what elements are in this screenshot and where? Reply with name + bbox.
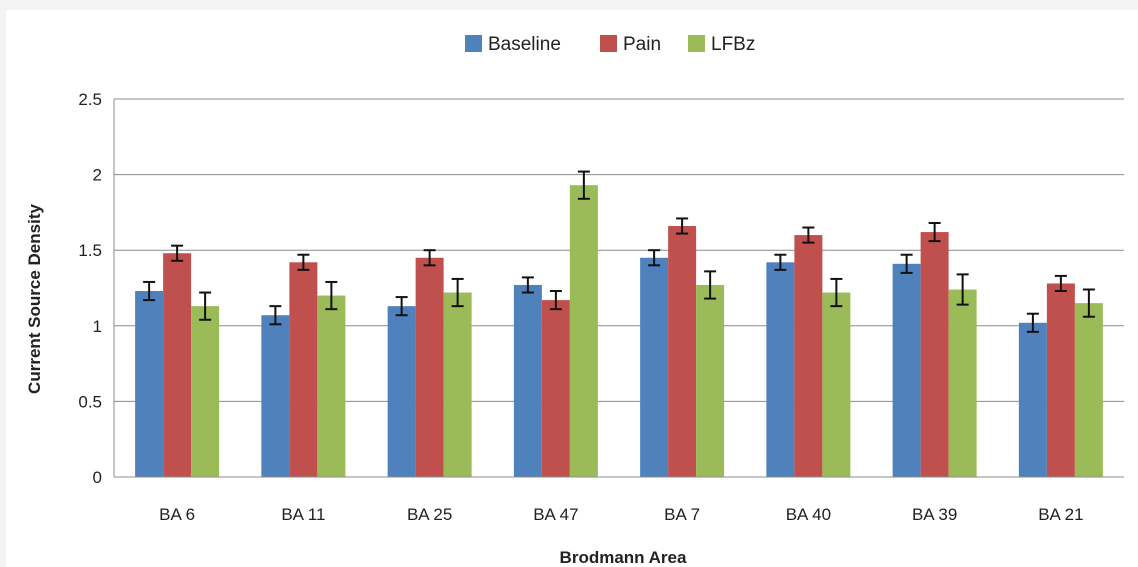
bar-pain-ba-25: [415, 257, 444, 477]
error-bar: [900, 253, 913, 274]
y-tick-label: 0.5: [78, 392, 102, 411]
error-bar: [676, 217, 689, 235]
x-axis: BA 6 BA 11 BA 25 BA 47 BA 7 BA 40 BA 39 BA 21: [114, 476, 1124, 524]
error-bar: [956, 273, 969, 306]
legend-item-baseline: Baseline: [465, 34, 561, 55]
x-tick-label: BA 40: [786, 505, 831, 524]
legend-label: Baseline: [488, 34, 561, 55]
legend-swatch: [688, 35, 705, 52]
y-tick-label: 2.5: [78, 90, 102, 109]
bar-baseline-ba-40: [766, 262, 795, 477]
bar-baseline-ba-25: [387, 306, 416, 477]
legend-swatch: [600, 35, 617, 52]
x-tick-label: BA 39: [912, 505, 957, 524]
x-tick-label: BA 21: [1038, 505, 1083, 524]
bar-baseline-ba-11: [261, 315, 290, 477]
chart-card: 0 0.5 1 1.5 2 2.5 BA 6 BA 11 BA 25 BA 47 BA 7 BA 4…: [6, 10, 1138, 567]
error-bar: [171, 244, 184, 262]
bars: [135, 170, 1103, 477]
error-bar: [1054, 274, 1067, 293]
error-bar: [1082, 288, 1095, 318]
legend-item-lfbz: LFBz: [688, 34, 755, 55]
bar-pain-ba-40: [794, 235, 823, 477]
bar-baseline-ba-47: [513, 284, 542, 477]
error-bar: [199, 291, 212, 321]
legend: Baseline Pain LFBz: [465, 34, 755, 55]
error-bar: [648, 249, 661, 267]
error-bar: [802, 226, 815, 244]
x-axis-title: Brodmann Area: [560, 548, 687, 567]
error-bar: [577, 170, 590, 200]
bar-lfbz-ba-11: [317, 295, 346, 477]
error-bar: [269, 305, 282, 326]
bar-lfbz-ba-7: [696, 284, 725, 477]
error-bar: [395, 296, 408, 317]
error-bar: [830, 277, 843, 308]
error-bar: [423, 249, 436, 267]
legend-label: LFBz: [711, 34, 755, 55]
bar-pain-ba-21: [1046, 283, 1075, 477]
bar-lfbz-ba-6: [191, 306, 220, 477]
bar-baseline-ba-21: [1018, 322, 1047, 477]
error-bar: [704, 270, 717, 300]
legend-item-pain: Pain: [600, 34, 661, 55]
bar-pain-ba-47: [541, 300, 570, 477]
bar-lfbz-ba-25: [443, 292, 472, 477]
x-tick-label: BA 7: [664, 505, 700, 524]
error-bar: [521, 276, 534, 294]
bar-baseline-ba-6: [135, 291, 164, 477]
error-bar: [1026, 312, 1039, 333]
bar-pain-ba-7: [668, 226, 697, 477]
bar-pain-ba-11: [289, 262, 318, 477]
error-bar: [451, 277, 464, 308]
bar-baseline-ba-39: [892, 263, 921, 477]
x-tick-label: BA 11: [281, 505, 325, 524]
x-tick-label: BA 47: [533, 505, 578, 524]
bar-lfbz-ba-40: [822, 292, 851, 477]
legend-label: Pain: [623, 34, 661, 55]
bar-baseline-ba-7: [640, 257, 669, 477]
bar-lfbz-ba-47: [569, 185, 598, 477]
y-tick-label: 0: [93, 468, 102, 487]
error-bar: [325, 280, 338, 311]
y-axis-ticks: 0 0.5 1 1.5 2 2.5: [78, 90, 102, 487]
y-tick-label: 1.5: [78, 241, 102, 260]
bar-pain-ba-6: [163, 253, 192, 477]
error-bar: [774, 253, 787, 271]
x-tick-label: BA 25: [407, 505, 452, 524]
error-bar: [297, 253, 310, 271]
y-tick-label: 2: [93, 166, 102, 185]
bar-chart: 0 0.5 1 1.5 2 2.5 BA 6 BA 11 BA 25 BA 47 BA 7 BA 4…: [25, 34, 1124, 567]
bar-pain-ba-39: [920, 232, 949, 477]
y-axis-title: Current Source Density: [25, 204, 44, 394]
bar-lfbz-ba-39: [948, 289, 977, 477]
y-tick-label: 1: [93, 317, 102, 336]
error-bar: [143, 280, 156, 302]
error-bar: [928, 221, 941, 243]
bar-lfbz-ba-21: [1074, 303, 1103, 477]
legend-swatch: [465, 35, 482, 52]
x-tick-label: BA 6: [159, 505, 195, 524]
error-bar: [549, 290, 562, 311]
